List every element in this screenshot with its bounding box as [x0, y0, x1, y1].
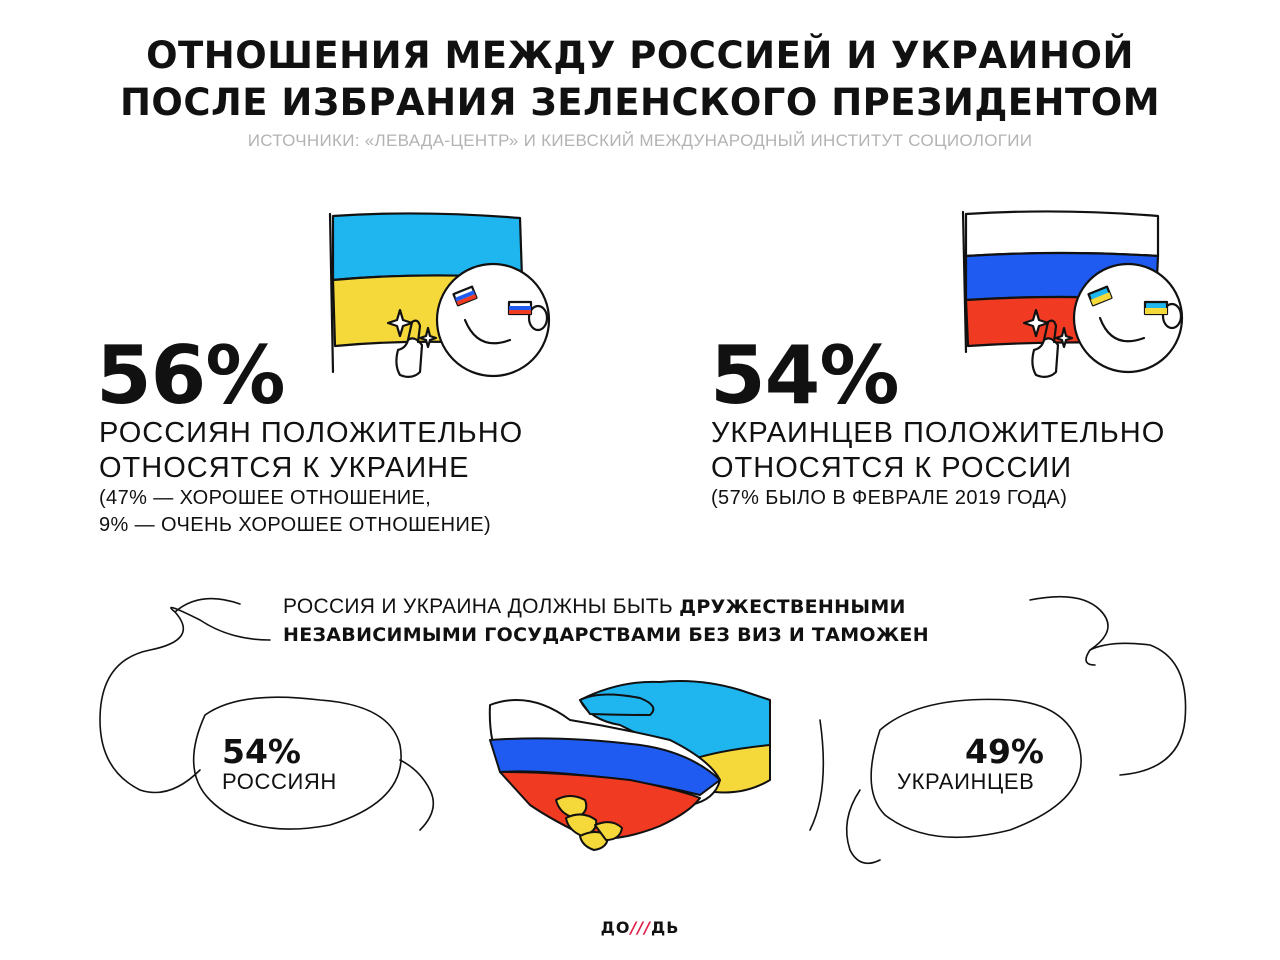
left-stat-note-2: 9% — ОЧЕНЬ ХОРОШЕЕ ОТНОШЕНИЕ) [99, 514, 492, 536]
right-stat-line-1: УКРАИНЦЕВ ПОЛОЖИТЕЛЬНО [711, 417, 1166, 449]
left-bubble-label: РОССИЯН [222, 769, 337, 794]
left-stat-line-2: ОТНОСЯТСЯ К УКРАИНЕ [99, 452, 470, 484]
statement-bold-2: НЕЗАВИСИМЫМИ ГОСУДАРСТВАМИ БЕЗ ВИЗ И ТАМ… [283, 624, 929, 646]
right-doodle-line [1029, 595, 1187, 776]
friendship-statement: РОССИЯ И УКРАИНА ДОЛЖНЫ БЫТЬ ДРУЖЕСТВЕНН… [283, 593, 929, 649]
statement-plain: РОССИЯ И УКРАИНА ДОЛЖНЫ БЫТЬ [283, 595, 680, 618]
sources-caption: ИСТОЧНИКИ: «ЛЕВАДА-ЦЕНТР» И КИЕВСКИЙ МЕЖ… [247, 131, 1033, 150]
left-stat-line-1: РОССИЯН ПОЛОЖИТЕЛЬНО [99, 417, 524, 449]
title-line-2: ПОСЛЕ ИЗБРАНИЯ ЗЕЛЕНСКОГО ПРЕЗИДЕНТОМ [119, 81, 1161, 124]
right-bubble-label: УКРАИНЦЕВ [897, 769, 1035, 794]
right-bubble-value: 49% [965, 732, 1044, 771]
dozhd-logo: ДО///ДЬ [0, 918, 1280, 937]
left-stat-value: 56% [96, 329, 285, 422]
right-stat-line-2: ОТНОСЯТСЯ К РОССИИ [711, 452, 1073, 484]
title-line-1: ОТНОШЕНИЯ МЕЖДУ РОССИЕЙ И УКРАИНОЙ [146, 34, 1134, 77]
right-stat-note-1: (57% БЫЛО В ФЕВРАЛЕ 2019 ГОДА) [711, 487, 1068, 509]
logo-part-2: ДЬ [650, 918, 680, 937]
logo-slash: /// [630, 918, 651, 937]
page-title: ОТНОШЕНИЯ МЕЖДУ РОССИЕЙ И УКРАИНОЙ ПОСЛЕ… [0, 32, 1280, 126]
right-stat-value: 54% [710, 329, 899, 422]
statement-bold-1: ДРУЖЕСТВЕННЫМИ [679, 596, 906, 618]
logo-part-1: ДО [600, 918, 631, 937]
left-bubble-value: 54% [222, 732, 301, 771]
left-stat-note-1: (47% — ХОРОШЕЕ ОТНОШЕНИЕ, [99, 487, 432, 509]
